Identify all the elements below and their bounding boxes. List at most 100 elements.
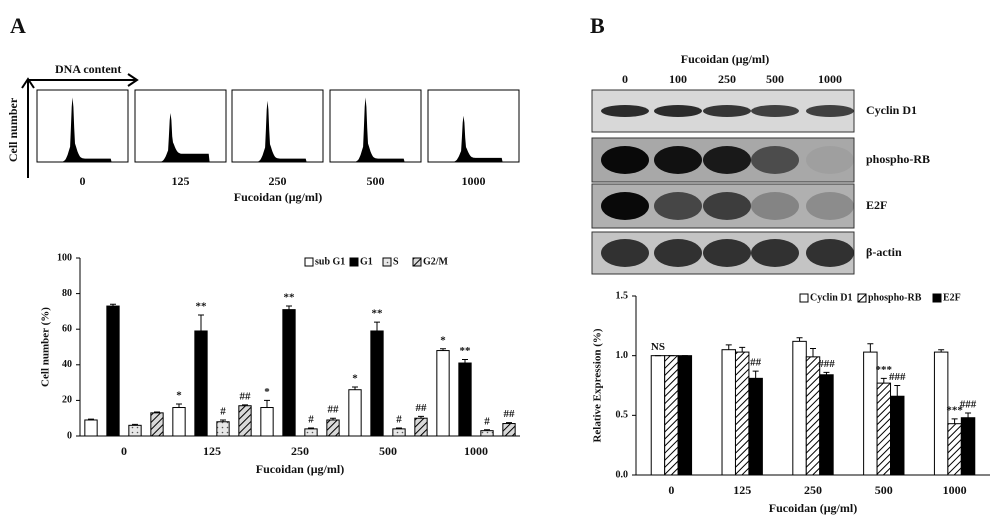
error-bar bbox=[154, 411, 160, 413]
protein-label: E2F bbox=[866, 198, 887, 212]
blot-band bbox=[703, 105, 751, 117]
error-bar bbox=[242, 404, 248, 406]
bar bbox=[128, 424, 142, 437]
legend-swatch bbox=[382, 257, 392, 267]
bar bbox=[677, 355, 693, 476]
bar bbox=[792, 340, 807, 476]
legend-swatch bbox=[932, 293, 942, 303]
bar bbox=[819, 374, 834, 476]
x-tick-label: 125 bbox=[203, 444, 221, 458]
significance: ### bbox=[889, 371, 906, 383]
error-bar bbox=[739, 346, 746, 353]
protein-label: β-actin bbox=[866, 245, 902, 259]
legend-label: G2/M bbox=[423, 256, 449, 267]
bar bbox=[748, 377, 763, 476]
error-bar bbox=[308, 427, 314, 429]
y-tick-label: 1.0 bbox=[616, 350, 629, 361]
x-tick-label: 1000 bbox=[943, 483, 967, 497]
significance: ## bbox=[240, 390, 252, 402]
error-bar bbox=[506, 422, 512, 424]
significance: * bbox=[176, 389, 182, 401]
blot-band bbox=[654, 105, 702, 117]
error-bar bbox=[880, 377, 887, 384]
blot-band bbox=[601, 146, 649, 174]
bar bbox=[960, 417, 976, 476]
legend-label: S bbox=[393, 256, 399, 267]
x-axis-title: Fucoidan (μg/ml) bbox=[256, 462, 344, 476]
histogram-frame bbox=[329, 89, 422, 163]
error-bar bbox=[110, 303, 116, 307]
blot-band bbox=[601, 192, 649, 220]
significance: ## bbox=[750, 357, 762, 369]
legend-swatch bbox=[349, 257, 359, 267]
legend-swatch bbox=[412, 257, 422, 267]
legend-label: E2F bbox=[943, 292, 961, 303]
bar bbox=[664, 355, 679, 476]
bar bbox=[734, 351, 750, 476]
y-tick-label: 1.5 bbox=[616, 290, 629, 301]
bar bbox=[260, 407, 274, 437]
flow-x-label: DNA content bbox=[55, 62, 121, 76]
blot-band bbox=[806, 105, 854, 117]
bar bbox=[348, 389, 362, 437]
significance: ** bbox=[284, 292, 296, 304]
error-bar bbox=[462, 358, 468, 364]
blot-title: Fucoidan (μg/ml) bbox=[681, 52, 769, 66]
error-bar bbox=[440, 348, 446, 351]
bar bbox=[150, 412, 164, 437]
significance: ** bbox=[372, 308, 384, 320]
significance: NS bbox=[651, 341, 665, 353]
error-bar bbox=[810, 348, 816, 357]
histogram-frame bbox=[36, 89, 129, 163]
blot-band bbox=[654, 146, 702, 174]
error-bar bbox=[198, 314, 204, 331]
error-bar bbox=[132, 423, 138, 426]
dose-label: 500 bbox=[766, 72, 784, 86]
error-bar bbox=[330, 417, 336, 420]
blot-band bbox=[806, 146, 854, 174]
blot-band bbox=[703, 239, 751, 267]
significance: ### bbox=[818, 358, 835, 370]
bar bbox=[106, 305, 120, 437]
bar bbox=[890, 395, 905, 476]
y-axis-title: Cell number (%) bbox=[40, 307, 52, 387]
legend-swatch bbox=[799, 293, 809, 303]
arrow-head bbox=[127, 73, 139, 87]
significance: # bbox=[484, 415, 490, 427]
significance: # bbox=[220, 406, 226, 418]
error-bar bbox=[286, 305, 292, 310]
blot-band bbox=[601, 239, 649, 267]
bar bbox=[947, 423, 962, 476]
significance: * bbox=[352, 373, 358, 385]
legend-swatch bbox=[304, 257, 314, 267]
error-bar bbox=[725, 344, 732, 350]
y-tick-label: 0.0 bbox=[616, 469, 629, 480]
legend-label: Cyclin D1 bbox=[810, 292, 853, 303]
bar bbox=[304, 428, 318, 437]
error-bar bbox=[352, 386, 358, 390]
error-bar bbox=[796, 337, 803, 342]
error-bar bbox=[965, 412, 972, 418]
error-bar bbox=[938, 349, 945, 353]
x-tick-label: 0 bbox=[121, 444, 127, 458]
significance: * bbox=[264, 386, 270, 398]
dose-label: 0 bbox=[622, 72, 628, 86]
bar bbox=[805, 356, 821, 476]
x-tick-label: 500 bbox=[379, 444, 397, 458]
bar bbox=[84, 419, 98, 437]
blot-band bbox=[601, 105, 649, 117]
legend-label: G1 bbox=[360, 256, 373, 267]
panel-label: A bbox=[10, 13, 26, 38]
bar bbox=[458, 362, 472, 437]
bar bbox=[194, 330, 208, 437]
dose-label: 500 bbox=[367, 174, 385, 188]
error-bar bbox=[418, 415, 424, 419]
blot-band bbox=[654, 239, 702, 267]
y-tick-label: 60 bbox=[62, 323, 72, 334]
x-tick-label: 125 bbox=[733, 483, 751, 497]
histogram-frame bbox=[427, 89, 520, 163]
blot-band bbox=[806, 239, 854, 267]
error-bar bbox=[823, 371, 830, 375]
